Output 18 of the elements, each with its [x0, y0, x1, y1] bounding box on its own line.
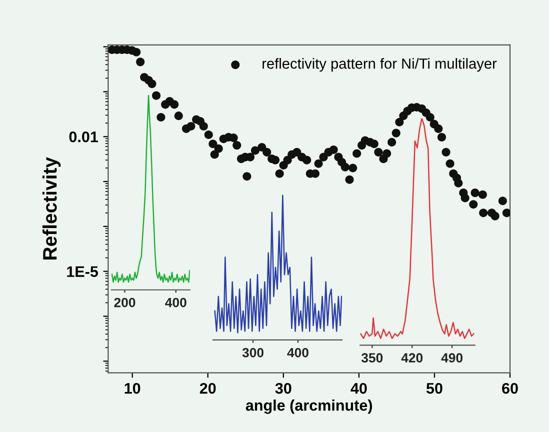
legend-label: reflectivity pattern for Ni/Ti multilayer [262, 58, 497, 72]
x-tick-label: 60 [502, 382, 518, 394]
x-tick-label: 20 [200, 382, 216, 394]
x-axis-title: angle (arcminute) [246, 400, 372, 414]
x-tick-label: 350 [361, 353, 383, 363]
x-tick-label: 30 [275, 382, 292, 394]
y-tick-label: 1E-5 [67, 266, 98, 278]
x-tick-label: 50 [426, 382, 442, 394]
x-tick-label: 400 [165, 298, 186, 308]
x-tick-label: 40 [350, 382, 367, 394]
x-tick-label: 490 [441, 353, 463, 362]
x-tick-label: 300 [242, 348, 264, 358]
x-tick-label: 400 [287, 348, 308, 358]
x-tick-label: 200 [114, 298, 136, 308]
y-tick-label: 0.01 [69, 131, 98, 142]
x-tick-label: 420 [401, 353, 423, 362]
y-axis-title: Reflectivity [42, 157, 61, 260]
x-tick-label: 10 [124, 382, 140, 394]
